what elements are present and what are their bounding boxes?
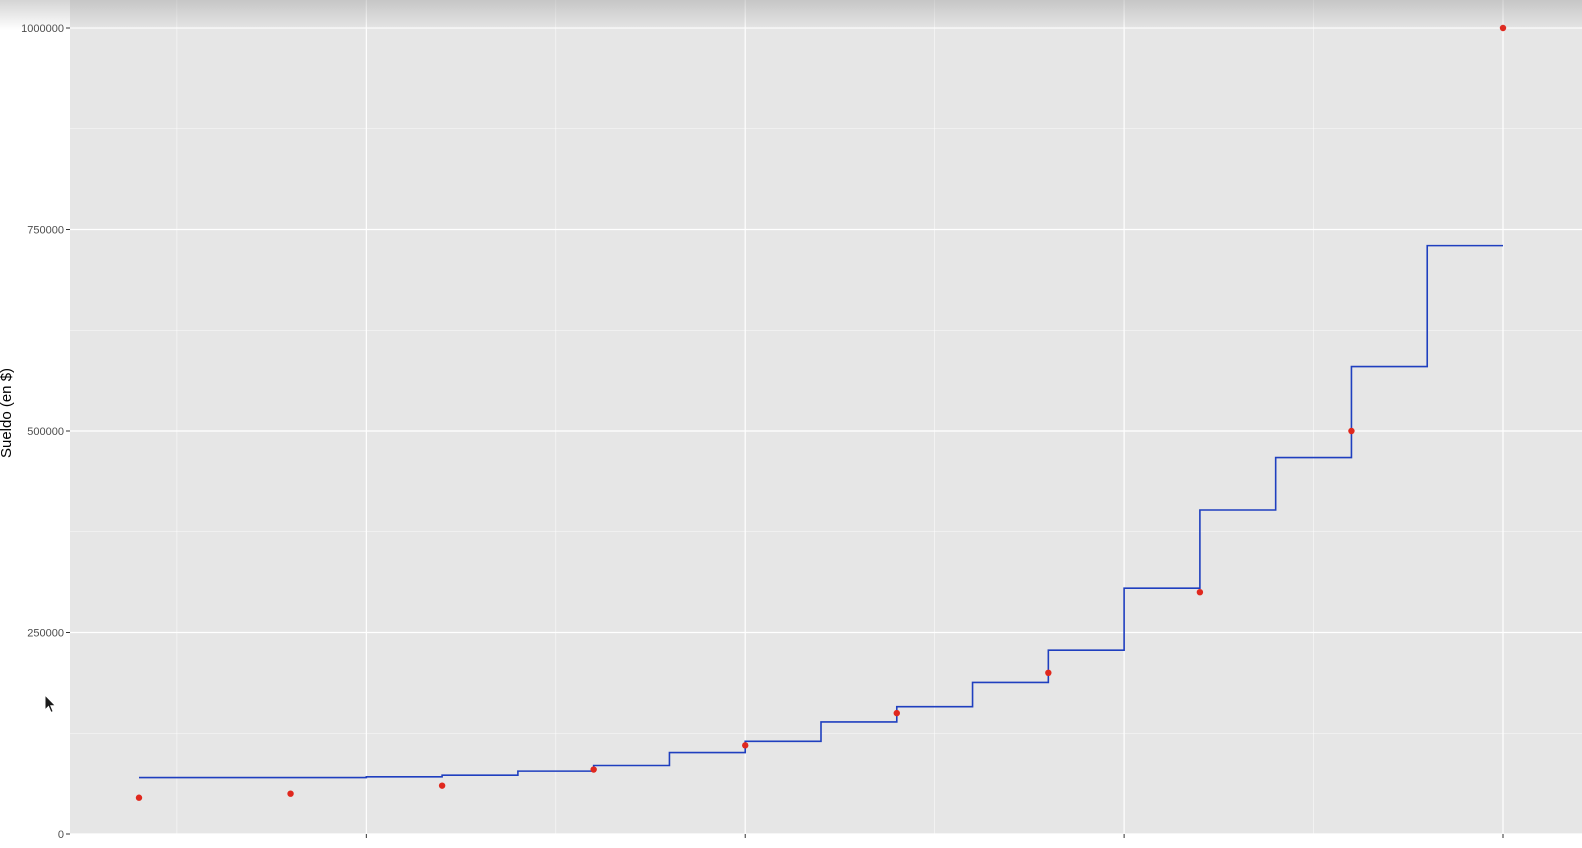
x-axis [365,834,1504,838]
data-point [438,782,446,789]
y-axis-title: Sueldo (en $) [0,368,15,458]
y-tick-label: 250000 [27,628,64,640]
y-tick-label: 500000 [27,426,64,438]
data-point [893,709,900,717]
data-point [1348,427,1355,435]
data-point [742,742,749,749]
y-tick-label: 750000 [27,225,64,237]
y-tick-label: 1000000 [21,23,64,35]
y-tick-label: 0 [58,829,64,841]
data-point [287,790,294,797]
data-point [135,794,143,801]
mouse-pointer-icon [44,693,58,714]
plot-panel [70,0,1582,834]
data-point [590,766,597,773]
y-axis: 0 250000 500000 750000 1000000 [21,23,70,841]
scatter-points [135,24,1507,801]
grid-lines [70,0,1582,835]
data-point [1196,589,1204,596]
data-point [1045,669,1052,676]
data-point [1499,24,1507,32]
